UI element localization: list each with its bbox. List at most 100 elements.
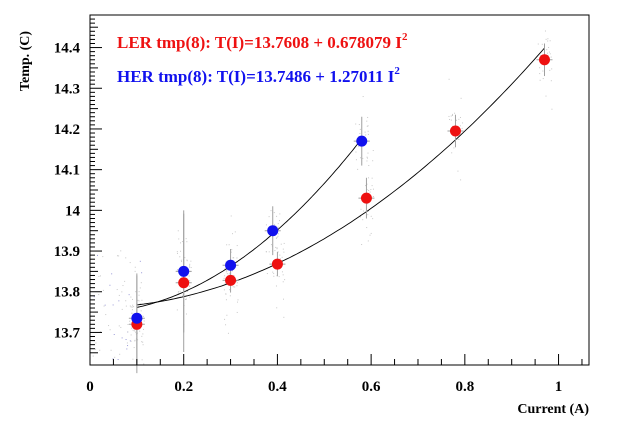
raw-sample	[141, 341, 143, 343]
x-tick-label: 0.8	[455, 379, 474, 395]
raw-sample	[448, 78, 450, 80]
raw-sample	[276, 236, 278, 238]
raw-sample	[132, 358, 134, 360]
raw-sample	[228, 273, 230, 275]
y-tick-label: 14.3	[54, 81, 80, 97]
raw-sample	[186, 260, 188, 262]
data-point-ler	[360, 192, 372, 204]
raw-sample	[282, 274, 284, 276]
raw-sample	[138, 294, 140, 296]
raw-sample	[368, 210, 370, 212]
raw-sample	[542, 70, 544, 72]
raw-sample	[233, 274, 235, 276]
raw-sample	[143, 328, 145, 330]
raw-sample	[547, 40, 549, 42]
raw-sample	[367, 133, 369, 135]
raw-sample	[357, 168, 359, 170]
raw-sample	[360, 216, 362, 218]
raw-sample	[551, 108, 553, 110]
raw-sample	[135, 291, 137, 293]
raw-sample	[550, 80, 552, 82]
raw-sample	[133, 347, 135, 349]
data-point-ler	[449, 125, 461, 137]
raw-sample	[371, 177, 373, 179]
raw-sample	[370, 215, 372, 217]
raw-sample	[92, 355, 94, 357]
raw-sample	[179, 295, 181, 297]
raw-sample	[232, 286, 234, 288]
raw-sample	[282, 248, 284, 250]
raw-sample	[186, 259, 188, 261]
raw-sample	[132, 298, 134, 300]
raw-sample	[460, 179, 462, 181]
raw-sample	[364, 131, 366, 133]
raw-sample	[179, 290, 181, 292]
raw-sample	[458, 118, 460, 120]
raw-sample	[141, 359, 143, 361]
raw-sample	[138, 291, 140, 293]
raw-sample	[177, 269, 179, 271]
x-axis-title: Current (A)	[517, 402, 589, 417]
raw-sample	[548, 51, 550, 53]
raw-sample	[372, 188, 374, 190]
raw-sample	[189, 280, 191, 282]
raw-sample	[236, 311, 238, 313]
raw-sample	[133, 306, 135, 308]
raw-sample	[230, 215, 232, 217]
raw-sample	[550, 56, 552, 58]
raw-sample	[109, 284, 111, 286]
raw-sample	[131, 327, 133, 329]
raw-sample	[281, 259, 283, 261]
raw-sample	[182, 294, 184, 296]
raw-sample	[185, 298, 187, 300]
raw-sample	[549, 40, 551, 42]
data-point-ler	[271, 258, 283, 270]
raw-sample	[367, 214, 369, 216]
raw-sample	[130, 306, 132, 308]
raw-sample	[176, 252, 178, 254]
raw-sample	[278, 276, 280, 278]
raw-sample	[539, 67, 541, 69]
raw-sample	[125, 257, 127, 259]
data-point-her	[178, 265, 190, 277]
data-point-her	[131, 312, 143, 324]
raw-sample	[139, 260, 141, 262]
raw-sample	[143, 363, 145, 365]
raw-sample	[189, 266, 191, 268]
raw-sample	[179, 256, 181, 258]
raw-sample	[177, 291, 179, 293]
raw-sample	[112, 358, 114, 360]
raw-sample	[225, 269, 227, 271]
raw-sample	[451, 114, 453, 116]
raw-sample	[142, 344, 144, 346]
raw-sample	[226, 244, 228, 246]
raw-sample	[548, 47, 550, 49]
raw-sample	[274, 224, 276, 226]
raw-sample	[362, 219, 364, 221]
raw-sample	[284, 279, 286, 281]
raw-sample	[277, 226, 279, 228]
raw-sample	[283, 316, 285, 318]
raw-sample	[362, 157, 364, 159]
y-tick-label: 14.1	[54, 163, 80, 179]
raw-sample	[224, 275, 226, 277]
raw-sample	[449, 118, 451, 120]
raw-sample	[366, 189, 368, 191]
data-point-her	[356, 135, 368, 147]
raw-sample	[277, 233, 279, 235]
raw-sample	[103, 305, 105, 307]
raw-sample	[224, 318, 226, 320]
legend-her-exponent: 2	[394, 65, 400, 77]
raw-sample	[451, 152, 453, 154]
raw-sample	[141, 335, 143, 337]
raw-sample	[368, 165, 370, 167]
fit-curves	[136, 47, 545, 308]
x-tick-label: 0.4	[268, 379, 287, 395]
raw-sample	[132, 304, 134, 306]
raw-sample	[448, 115, 450, 117]
raw-sample	[99, 331, 101, 333]
raw-sample	[93, 296, 95, 298]
raw-sample	[131, 312, 133, 314]
raw-sample	[178, 238, 180, 240]
raw-sample	[277, 251, 279, 253]
